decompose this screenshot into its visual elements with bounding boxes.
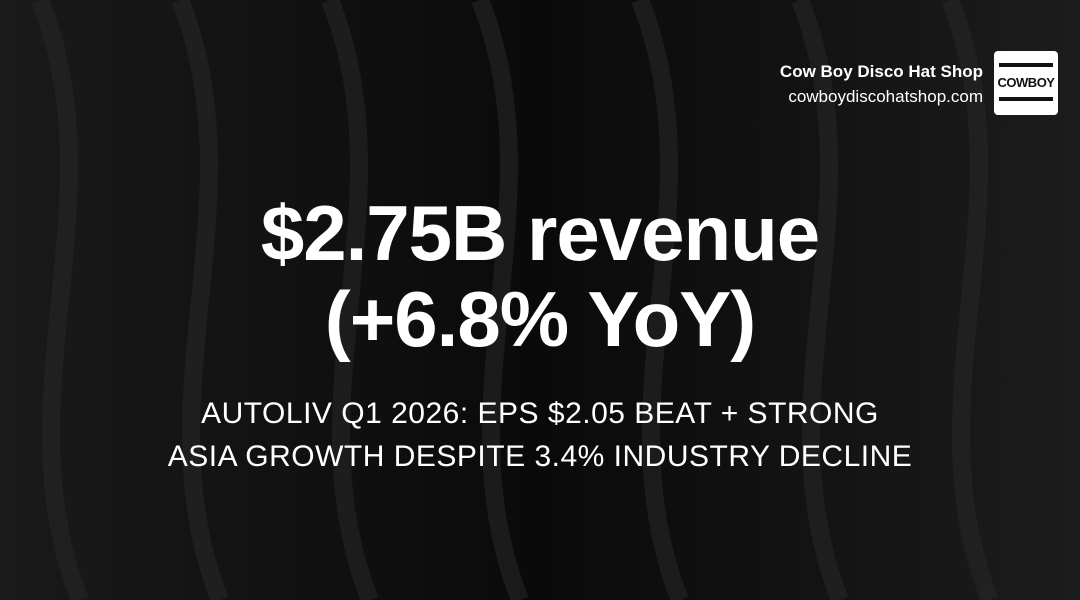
brand-name: Cow Boy Disco Hat Shop bbox=[779, 62, 983, 81]
headline-line: (+6.8% YoY) bbox=[324, 275, 756, 363]
subtitle: AUTOLIV Q1 2026: EPS $2.05 BEAT + STRONG… bbox=[0, 392, 1080, 478]
subtitle-line: AUTOLIV Q1 2026: EPS $2.05 BEAT + STRONG bbox=[201, 397, 879, 430]
subtitle-line: ASIA GROWTH DESPITE 3.4% INDUSTRY DECLIN… bbox=[167, 440, 913, 473]
brand-url[interactable]: cowboydiscohatshop.com bbox=[788, 87, 983, 106]
headline-line: $2.75B revenue bbox=[260, 189, 820, 277]
headline: $2.75B revenue (+6.8% YoY) bbox=[0, 190, 1080, 362]
logo: COWBOY bbox=[994, 51, 1058, 115]
logo-text: COWBOY bbox=[998, 63, 1055, 101]
brand: Cow Boy Disco Hat Shop cowboydiscohatsho… bbox=[780, 60, 983, 110]
